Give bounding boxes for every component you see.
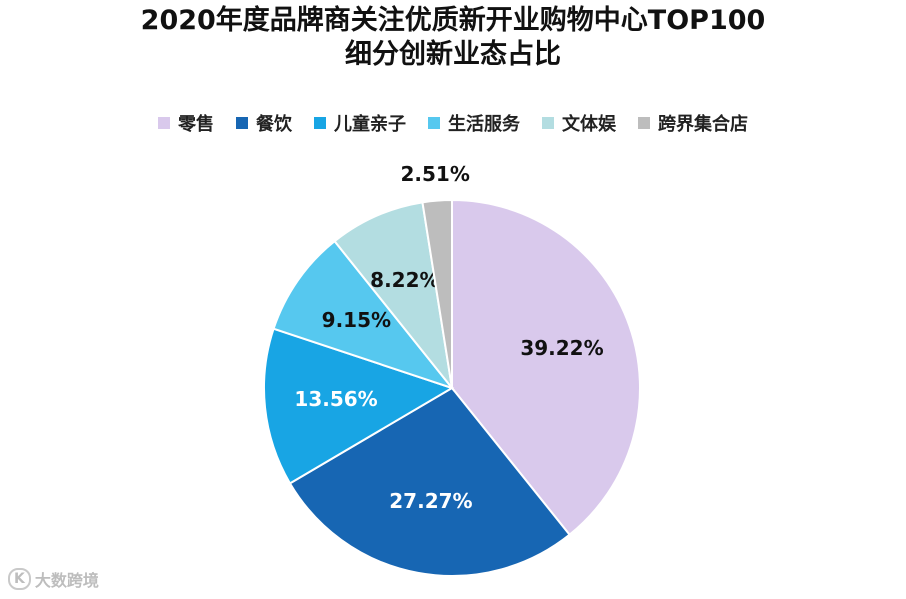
chart-legend: 零售 餐饮 儿童亲子 生活服务 文体娱 跨界集合店 bbox=[0, 110, 906, 136]
pie-slice-1 bbox=[288, 386, 571, 577]
legend-item-services: 生活服务 bbox=[428, 110, 520, 136]
watermark-logo: K bbox=[8, 568, 31, 590]
legend-swatch-entertainment bbox=[542, 117, 554, 129]
pie-slice-0 bbox=[451, 198, 641, 537]
pie-slice-4 bbox=[333, 201, 454, 392]
legend-label-entertainment: 文体娱 bbox=[562, 114, 616, 135]
watermark-text: 大数跨境 bbox=[34, 571, 99, 590]
pie-slice-2 bbox=[263, 327, 455, 485]
legend-item-crossover-store: 跨界集合店 bbox=[638, 110, 748, 136]
pie-slice-5 bbox=[421, 198, 453, 389]
legend-item-dining: 餐饮 bbox=[236, 110, 292, 136]
legend-label-kids: 儿童亲子 bbox=[334, 114, 406, 135]
legend-label-dining: 餐饮 bbox=[256, 114, 292, 135]
chart-title-line-2: 细分创新业态占比 bbox=[345, 39, 561, 70]
chart-title-line-1: 2020年度品牌商关注优质新开业购物中心TOP100 bbox=[140, 5, 766, 36]
legend-swatch-crossover-store bbox=[638, 117, 650, 129]
legend-swatch-retail bbox=[158, 117, 170, 129]
pie-label-3: 9.15% bbox=[322, 308, 391, 332]
legend-item-kids: 儿童亲子 bbox=[314, 110, 406, 136]
chart-title: 2020年度品牌商关注优质新开业购物中心TOP100 细分创新业态占比 bbox=[0, 4, 906, 72]
pie-slice-3 bbox=[272, 239, 455, 391]
legend-item-entertainment: 文体娱 bbox=[542, 110, 616, 136]
pie-label-0: 39.22% bbox=[520, 336, 603, 360]
legend-swatch-services bbox=[428, 117, 440, 129]
pie-label-1: 27.27% bbox=[389, 489, 472, 513]
pie-label-4: 8.22% bbox=[370, 268, 439, 292]
legend-swatch-dining bbox=[236, 117, 248, 129]
legend-label-services: 生活服务 bbox=[448, 114, 520, 135]
legend-label-crossover-store: 跨界集合店 bbox=[658, 114, 748, 135]
legend-swatch-kids bbox=[314, 117, 326, 129]
legend-item-retail: 零售 bbox=[158, 110, 214, 136]
watermark: K 大数跨境 bbox=[8, 567, 99, 591]
pie-label-5: 2.51% bbox=[401, 162, 470, 186]
legend-label-retail: 零售 bbox=[178, 114, 214, 135]
pie-label-2: 13.56% bbox=[294, 387, 377, 411]
